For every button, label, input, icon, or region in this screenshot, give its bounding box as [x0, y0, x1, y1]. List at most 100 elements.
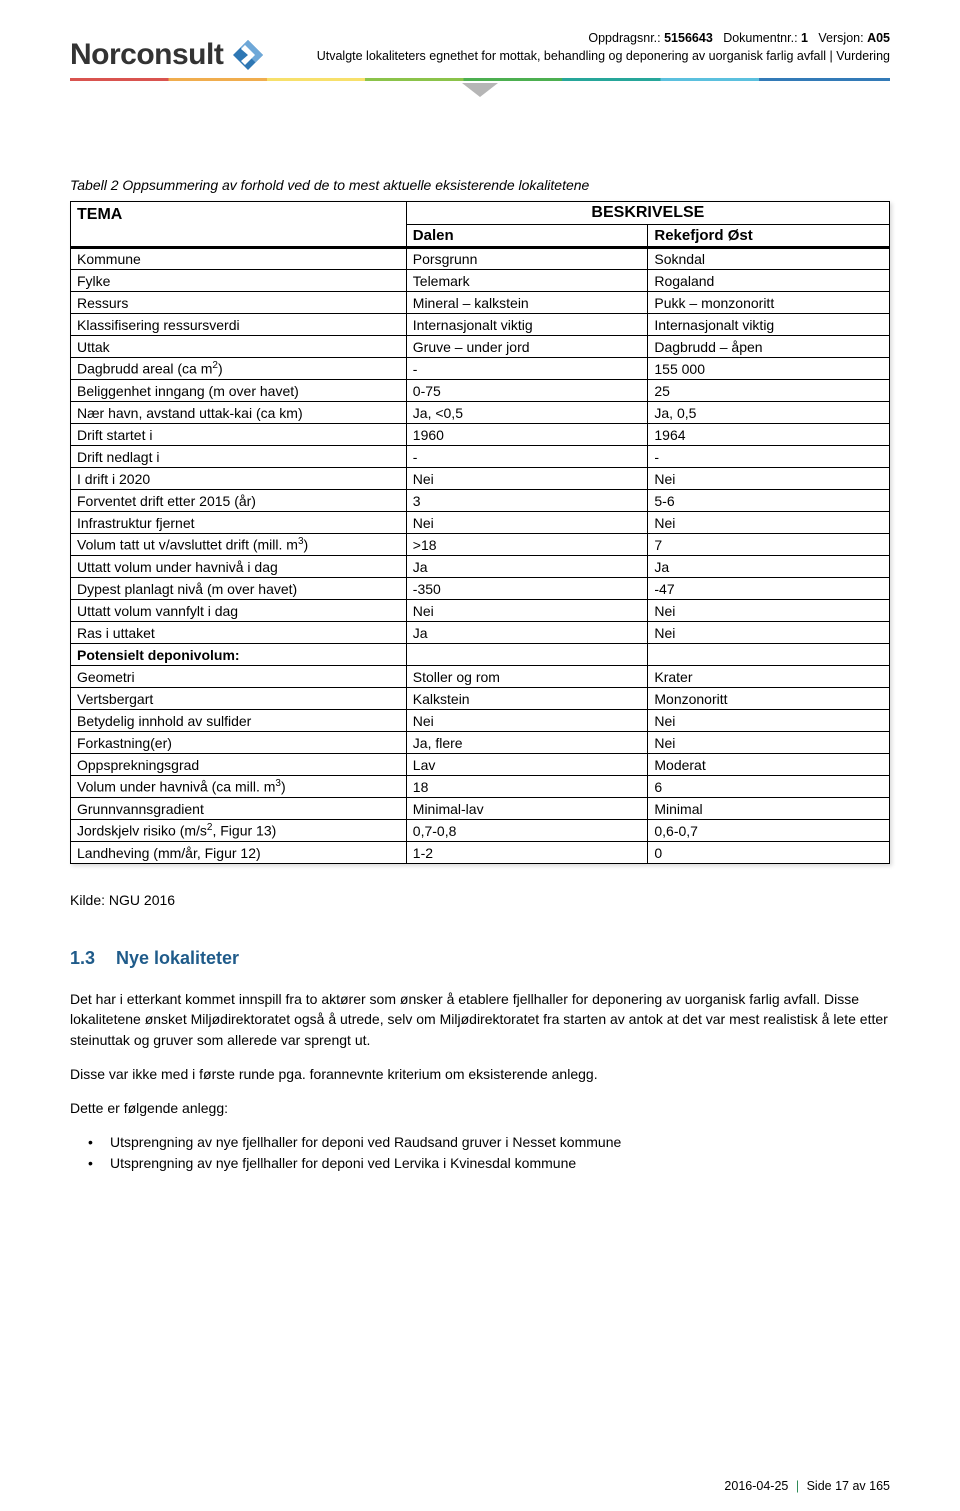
row-col1: Lav	[406, 754, 648, 776]
versjon-label: Versjon:	[818, 31, 863, 45]
table-row: Uttatt volum vannfylt i dagNeiNei	[71, 600, 890, 622]
list-item: Utsprengning av nye fjellhaller for depo…	[110, 1153, 890, 1173]
row-label: Betydelig innhold av sulfider	[71, 710, 407, 732]
table-row: Ras i uttaketJaNei	[71, 622, 890, 644]
table-row: OppsprekningsgradLavModerat	[71, 754, 890, 776]
table-row: GeometriStoller og romKrater	[71, 666, 890, 688]
row-col1: Nei	[406, 468, 648, 490]
table-row: Infrastruktur fjernetNeiNei	[71, 512, 890, 534]
doc-meta: Oppdragsnr.: 5156643 Dokumentnr.: 1 Vers…	[317, 30, 890, 65]
th-tema: TEMA	[71, 202, 407, 248]
row-col1: 0-75	[406, 380, 648, 402]
row-label: Ras i uttaket	[71, 622, 407, 644]
table-row: Forkastning(er)Ja, flereNei	[71, 732, 890, 754]
table-row: KommunePorsgrunnSokndal	[71, 248, 890, 270]
table-row: Volum under havnivå (ca mill. m3)186	[71, 776, 890, 798]
row-col1: 18	[406, 776, 648, 798]
row-col1: Nei	[406, 600, 648, 622]
table-row: Landheving (mm/år, Figur 12)1-20	[71, 842, 890, 864]
table-row: Betydelig innhold av sulfiderNeiNei	[71, 710, 890, 732]
row-label: Landheving (mm/år, Figur 12)	[71, 842, 407, 864]
row-col1: -	[406, 446, 648, 468]
footer-date: 2016-04-25	[724, 1479, 788, 1493]
row-col2: 155 000	[648, 358, 890, 380]
row-col2: 6	[648, 776, 890, 798]
row-label: Volum under havnivå (ca mill. m3)	[71, 776, 407, 798]
row-col1: -	[406, 358, 648, 380]
row-col1: -350	[406, 578, 648, 600]
row-label: Uttatt volum vannfylt i dag	[71, 600, 407, 622]
table-row: RessursMineral – kalksteinPukk – monzono…	[71, 292, 890, 314]
row-col2: Nei	[648, 622, 890, 644]
row-col2: 0,6-0,7	[648, 820, 890, 842]
summary-table: TEMA BESKRIVELSE Dalen Rekefjord Øst Kom…	[70, 201, 890, 864]
row-label: Vertsbergart	[71, 688, 407, 710]
row-col2: Rogaland	[648, 270, 890, 292]
th-dalen: Dalen	[406, 225, 648, 248]
row-label: Grunnvannsgradient	[71, 798, 407, 820]
row-label: Drift nedlagt i	[71, 446, 407, 468]
table-row: Jordskjelv risiko (m/s2, Figur 13)0,7-0,…	[71, 820, 890, 842]
row-label: Uttak	[71, 336, 407, 358]
row-col2: 7	[648, 534, 890, 556]
table-row: Nær havn, avstand uttak-kai (ca km)Ja, <…	[71, 402, 890, 424]
table-caption: Tabell 2 Oppsummering av forhold ved de …	[70, 177, 890, 193]
rainbow-divider	[70, 78, 890, 81]
row-label: Geometri	[71, 666, 407, 688]
row-col1: 0,7-0,8	[406, 820, 648, 842]
row-col1: Kalkstein	[406, 688, 648, 710]
table-row: Dypest planlagt nivå (m over havet)-350-…	[71, 578, 890, 600]
oppdrag-value: 5156643	[664, 31, 713, 45]
row-col1: Nei	[406, 512, 648, 534]
table-row: UttakGruve – under jordDagbrudd – åpen	[71, 336, 890, 358]
page: Norconsult Oppdragsnr.: 5156643 Dokument…	[0, 0, 960, 1511]
table-row: Klassifisering ressursverdi Internasjonal…	[71, 314, 890, 336]
row-label: Dagbrudd areal (ca m2)	[71, 358, 407, 380]
row-col2: Internasjonalt viktig	[648, 314, 890, 336]
table-row: FylkeTelemarkRogaland	[71, 270, 890, 292]
table-row: Dagbrudd areal (ca m2)-155 000	[71, 358, 890, 380]
meta-line-1: Oppdragsnr.: 5156643 Dokumentnr.: 1 Vers…	[317, 30, 890, 48]
row-col2: Nei	[648, 710, 890, 732]
row-label: Uttatt volum under havnivå i dag	[71, 556, 407, 578]
row-label: Fylke	[71, 270, 407, 292]
row-label: Oppsprekningsgrad	[71, 754, 407, 776]
meta-line-2: Utvalgte lokaliteters egnethet for motta…	[317, 48, 890, 66]
row-label: Kommune	[71, 248, 407, 270]
row-label: Beliggenhet inngang (m over havet)	[71, 380, 407, 402]
source-line: Kilde: NGU 2016	[70, 892, 890, 908]
paragraph-3: Dette er følgende anlegg:	[70, 1098, 890, 1118]
row-col1: Telemark	[406, 270, 648, 292]
row-col1: Mineral – kalkstein	[406, 292, 648, 314]
row-col2: -47	[648, 578, 890, 600]
oppdrag-label: Oppdragsnr.:	[588, 31, 660, 45]
row-col2: Nei	[648, 468, 890, 490]
dok-value: 1	[801, 31, 808, 45]
row-col1	[406, 644, 648, 666]
list-item: Utsprengning av nye fjellhaller for depo…	[110, 1132, 890, 1152]
logo: Norconsult	[70, 38, 265, 72]
row-col1: Porsgrunn	[406, 248, 648, 270]
table-row: Drift startet i19601964	[71, 424, 890, 446]
row-col1: 1-2	[406, 842, 648, 864]
row-label: Jordskjelv risiko (m/s2, Figur 13)	[71, 820, 407, 842]
row-col2	[648, 644, 890, 666]
th-rekefjord: Rekefjord Øst	[648, 225, 890, 248]
dok-label: Dokumentnr.:	[723, 31, 797, 45]
row-label: Drift startet i	[71, 424, 407, 446]
paragraph-1: Det har i etterkant kommet innspill fra …	[70, 989, 890, 1050]
row-col2: Pukk – monzonoritt	[648, 292, 890, 314]
row-label: Volum tatt ut v/avsluttet drift (mill. m…	[71, 534, 407, 556]
row-col1: >18	[406, 534, 648, 556]
table-row: Volum tatt ut v/avsluttet drift (mill. m…	[71, 534, 890, 556]
row-label: Infrastruktur fjernet	[71, 512, 407, 534]
row-label: Klassifisering ressursverdi	[71, 314, 407, 336]
row-col2: 5-6	[648, 490, 890, 512]
section-number: 1.3	[70, 948, 116, 969]
row-col1: Ja	[406, 622, 648, 644]
table-row: GrunnvannsgradientMinimal-lavMinimal	[71, 798, 890, 820]
row-label: I drift i 2020	[71, 468, 407, 490]
row-col1: Gruve – under jord	[406, 336, 648, 358]
row-col1: Ja, <0,5	[406, 402, 648, 424]
row-col2: 1964	[648, 424, 890, 446]
